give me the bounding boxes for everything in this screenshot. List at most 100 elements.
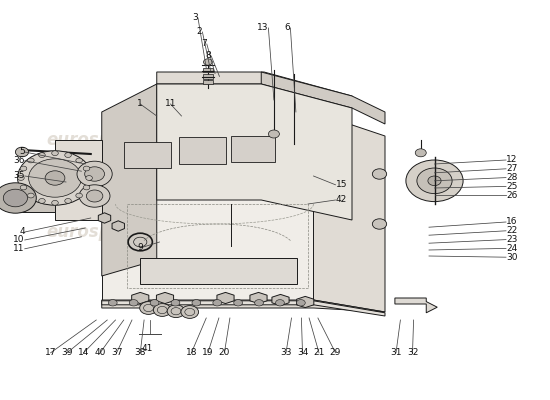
- Text: eurospares: eurospares: [266, 223, 372, 241]
- Polygon shape: [217, 292, 234, 304]
- Polygon shape: [131, 292, 149, 304]
- Circle shape: [86, 176, 92, 180]
- Text: 9: 9: [138, 244, 143, 252]
- Text: 4: 4: [19, 228, 25, 236]
- Circle shape: [15, 147, 29, 157]
- Text: 18: 18: [186, 348, 197, 357]
- Text: 26: 26: [506, 191, 518, 200]
- Polygon shape: [395, 298, 437, 313]
- Circle shape: [20, 166, 27, 171]
- Text: 34: 34: [297, 348, 308, 357]
- Text: 27: 27: [506, 164, 518, 173]
- Circle shape: [83, 185, 90, 190]
- Text: 38: 38: [135, 348, 146, 357]
- Polygon shape: [102, 300, 385, 312]
- Text: 31: 31: [390, 348, 402, 357]
- Circle shape: [0, 183, 36, 213]
- Circle shape: [150, 300, 159, 306]
- Text: 42: 42: [336, 196, 346, 204]
- Text: 41: 41: [142, 344, 153, 353]
- Text: 8: 8: [206, 52, 211, 60]
- Circle shape: [181, 306, 199, 318]
- Polygon shape: [140, 258, 297, 284]
- Circle shape: [77, 161, 112, 187]
- Circle shape: [52, 200, 58, 205]
- Circle shape: [86, 190, 103, 202]
- Circle shape: [234, 300, 243, 306]
- Polygon shape: [102, 301, 385, 316]
- Circle shape: [171, 300, 180, 306]
- Circle shape: [129, 300, 138, 306]
- Circle shape: [85, 167, 104, 181]
- Bar: [203, 74, 213, 79]
- Polygon shape: [102, 84, 157, 276]
- Polygon shape: [272, 294, 289, 306]
- Polygon shape: [179, 137, 225, 164]
- Text: 37: 37: [111, 348, 122, 357]
- Text: 29: 29: [330, 348, 341, 357]
- Circle shape: [213, 300, 222, 306]
- Text: 1: 1: [138, 100, 143, 108]
- Text: 21: 21: [314, 348, 324, 357]
- Circle shape: [18, 176, 24, 180]
- Text: 13: 13: [257, 24, 268, 32]
- Text: 35: 35: [13, 172, 25, 180]
- Polygon shape: [296, 296, 314, 308]
- Text: 10: 10: [13, 236, 25, 244]
- Text: 36: 36: [13, 156, 25, 165]
- Text: 2: 2: [197, 28, 202, 36]
- Text: 11: 11: [165, 100, 176, 108]
- Bar: [203, 68, 213, 72]
- Text: eurospares: eurospares: [46, 131, 152, 149]
- Circle shape: [204, 59, 212, 65]
- Circle shape: [29, 159, 81, 197]
- Polygon shape: [231, 136, 275, 162]
- Circle shape: [65, 153, 72, 158]
- Text: 15: 15: [336, 180, 347, 189]
- Text: 3: 3: [192, 14, 198, 22]
- Circle shape: [372, 169, 387, 179]
- Circle shape: [276, 300, 284, 306]
- Polygon shape: [157, 72, 352, 108]
- Text: 39: 39: [62, 348, 73, 357]
- Text: 32: 32: [407, 348, 418, 357]
- Text: eurospares: eurospares: [266, 131, 372, 149]
- Text: 19: 19: [202, 348, 213, 357]
- Polygon shape: [314, 112, 385, 312]
- Circle shape: [372, 219, 387, 229]
- Text: 7: 7: [201, 40, 207, 48]
- Text: 22: 22: [506, 226, 517, 235]
- Polygon shape: [250, 292, 267, 304]
- Circle shape: [296, 300, 305, 306]
- Circle shape: [268, 130, 279, 138]
- Circle shape: [28, 158, 34, 163]
- Bar: [203, 80, 213, 84]
- Circle shape: [65, 198, 72, 203]
- Text: 16: 16: [506, 218, 518, 226]
- Text: 30: 30: [506, 253, 518, 262]
- Circle shape: [140, 302, 157, 314]
- Text: 33: 33: [280, 348, 292, 357]
- Circle shape: [18, 151, 92, 205]
- Polygon shape: [98, 213, 111, 223]
- Polygon shape: [124, 142, 170, 168]
- Text: 17: 17: [45, 348, 56, 357]
- Polygon shape: [102, 112, 314, 300]
- Circle shape: [79, 185, 110, 207]
- Text: 12: 12: [506, 156, 518, 164]
- Circle shape: [428, 176, 441, 186]
- Circle shape: [39, 153, 45, 158]
- Text: 28: 28: [506, 173, 518, 182]
- Circle shape: [45, 171, 65, 185]
- Circle shape: [28, 193, 34, 198]
- Text: 20: 20: [219, 348, 230, 357]
- Polygon shape: [261, 72, 385, 124]
- Text: 24: 24: [506, 244, 517, 253]
- Text: 6: 6: [285, 24, 290, 32]
- Polygon shape: [112, 221, 124, 231]
- Circle shape: [167, 305, 185, 318]
- Polygon shape: [15, 184, 55, 212]
- Polygon shape: [157, 84, 352, 220]
- Polygon shape: [156, 292, 174, 304]
- Circle shape: [76, 158, 82, 163]
